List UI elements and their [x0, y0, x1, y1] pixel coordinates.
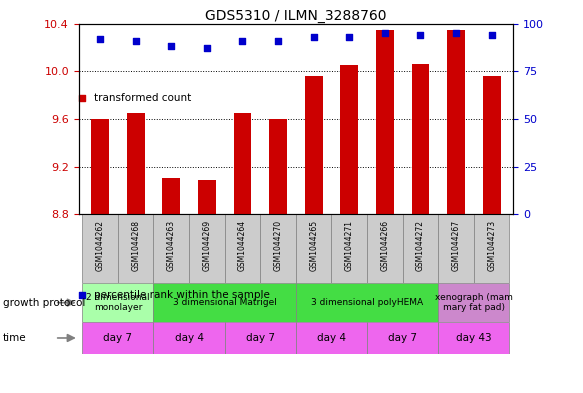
- Point: [416, 32, 425, 38]
- Point: [380, 30, 389, 36]
- Bar: [438, 214, 474, 283]
- Text: GSM1044265: GSM1044265: [309, 220, 318, 271]
- Point: [77, 359, 86, 365]
- Text: day 7: day 7: [388, 333, 417, 343]
- Point: [167, 43, 176, 50]
- Bar: [82, 322, 153, 354]
- Text: xenograph (mam
mary fat pad): xenograph (mam mary fat pad): [435, 293, 513, 312]
- Text: 3 dimensional Matrigel: 3 dimensional Matrigel: [173, 298, 276, 307]
- Text: GSM1044269: GSM1044269: [202, 220, 212, 271]
- Bar: [260, 214, 296, 283]
- Point: [202, 45, 212, 51]
- Bar: [438, 322, 510, 354]
- Text: 2 dimensional
monolayer: 2 dimensional monolayer: [86, 293, 150, 312]
- Bar: [82, 283, 153, 322]
- Bar: [118, 214, 153, 283]
- Text: day 4: day 4: [317, 333, 346, 343]
- Point: [487, 32, 496, 38]
- Bar: [367, 214, 403, 283]
- Bar: [224, 214, 260, 283]
- Text: GSM1044263: GSM1044263: [167, 220, 175, 271]
- Text: GSM1044270: GSM1044270: [273, 220, 283, 271]
- Bar: [224, 322, 296, 354]
- Bar: [474, 214, 510, 283]
- Bar: [447, 29, 465, 214]
- Bar: [91, 119, 109, 214]
- Text: GSM1044267: GSM1044267: [452, 220, 461, 271]
- Bar: [340, 65, 358, 214]
- Text: day 7: day 7: [246, 333, 275, 343]
- Bar: [296, 322, 367, 354]
- Bar: [153, 214, 189, 283]
- Text: transformed count: transformed count: [94, 93, 192, 103]
- Point: [345, 34, 354, 40]
- Point: [96, 36, 105, 42]
- Text: GSM1044273: GSM1044273: [487, 220, 496, 271]
- Text: growth protocol: growth protocol: [3, 298, 85, 308]
- Bar: [403, 214, 438, 283]
- Bar: [296, 283, 438, 322]
- Text: 3 dimensional polyHEMA: 3 dimensional polyHEMA: [311, 298, 423, 307]
- Text: GSM1044264: GSM1044264: [238, 220, 247, 271]
- Bar: [189, 214, 224, 283]
- Bar: [269, 119, 287, 214]
- Point: [131, 38, 141, 44]
- Text: day 7: day 7: [103, 333, 132, 343]
- Bar: [198, 180, 216, 214]
- Bar: [82, 214, 118, 283]
- Bar: [153, 322, 224, 354]
- Text: day 43: day 43: [456, 333, 491, 343]
- Text: GSM1044266: GSM1044266: [380, 220, 389, 271]
- Text: GSM1044271: GSM1044271: [345, 220, 354, 271]
- Bar: [332, 214, 367, 283]
- Text: GSM1044272: GSM1044272: [416, 220, 425, 271]
- Text: time: time: [3, 333, 27, 343]
- Text: GSM1044262: GSM1044262: [96, 220, 104, 271]
- Bar: [153, 283, 296, 322]
- Bar: [163, 178, 180, 214]
- Point: [273, 38, 283, 44]
- Bar: [367, 322, 438, 354]
- Text: GSM1044268: GSM1044268: [131, 220, 140, 271]
- Point: [77, 377, 86, 384]
- Point: [309, 34, 318, 40]
- Bar: [296, 214, 332, 283]
- Text: day 4: day 4: [174, 333, 203, 343]
- Bar: [376, 29, 394, 214]
- Bar: [438, 283, 510, 322]
- Point: [238, 38, 247, 44]
- Bar: [483, 76, 501, 214]
- Bar: [127, 113, 145, 214]
- Bar: [412, 64, 429, 214]
- Bar: [234, 113, 251, 214]
- Point: [451, 30, 461, 36]
- Bar: [305, 76, 322, 214]
- Text: percentile rank within the sample: percentile rank within the sample: [94, 290, 271, 300]
- Title: GDS5310 / ILMN_3288760: GDS5310 / ILMN_3288760: [205, 9, 387, 22]
